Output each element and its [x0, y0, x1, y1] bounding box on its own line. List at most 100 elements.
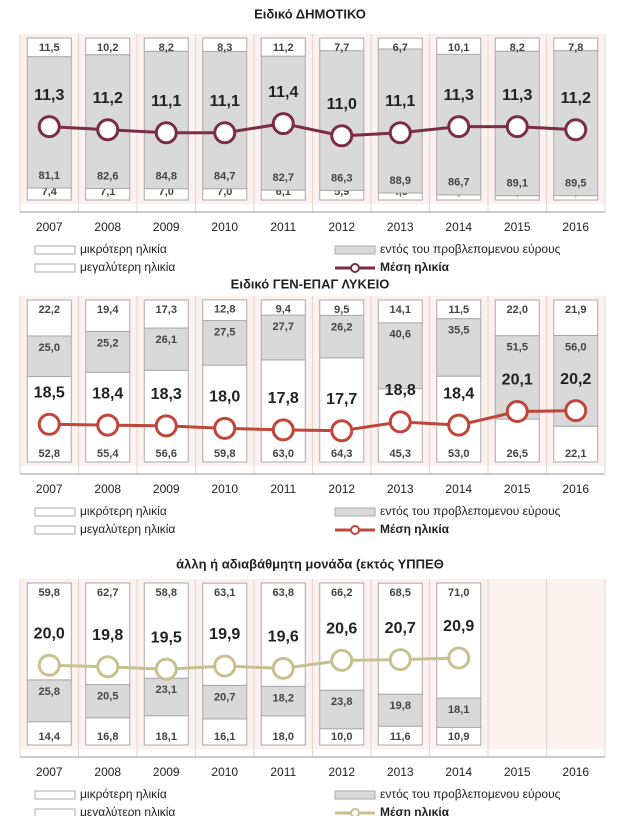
legend-label: Μέση ηλικία	[380, 522, 450, 536]
bar-segment	[494, 299, 540, 337]
bar-segment	[26, 335, 72, 377]
mean-marker	[330, 648, 354, 672]
chart-title: άλλη ή αδιαβάθμητη μονάδα (εκτός ΥΠΠΕΘ	[176, 556, 444, 571]
legend-label: εντός του προβλεπομενου εύρους	[380, 787, 561, 801]
data-label: 22,1	[565, 448, 586, 460]
data-label: 68,5	[390, 587, 411, 599]
data-label: 58,8	[156, 587, 177, 599]
mean-label: 11,3	[502, 87, 532, 104]
legend-swatch	[350, 263, 360, 273]
mean-label: 20,6	[326, 621, 357, 638]
mean-marker	[154, 657, 178, 681]
mean-marker	[154, 414, 178, 438]
bar-segment	[202, 320, 248, 366]
data-label: 63,8	[273, 587, 294, 599]
legend-label: μεγαλύτερη ηλικία	[80, 260, 175, 274]
legend-label: μικρότερη ηλικία	[80, 242, 167, 256]
bar-segment	[260, 299, 306, 316]
x-tick-label: 2012	[328, 765, 355, 779]
bar-segment	[436, 697, 482, 728]
mean-label: 11,0	[327, 96, 357, 113]
bar-segment	[143, 37, 189, 52]
mean-label: 11,2	[93, 90, 123, 107]
data-label: 59,8	[214, 448, 235, 460]
data-label: 10,1	[448, 42, 469, 54]
data-label: 21,9	[565, 304, 586, 316]
data-label: 82,6	[97, 170, 118, 182]
data-label: 18,1	[156, 731, 177, 743]
data-label: 11,5	[39, 42, 60, 54]
data-label: 16,1	[214, 731, 235, 743]
bar-segment	[26, 299, 72, 337]
data-label: 63,1	[214, 587, 235, 599]
bar-segment	[202, 299, 248, 322]
bar-segment	[319, 357, 365, 463]
data-label: 18,2	[273, 692, 294, 704]
data-label: 86,7	[448, 177, 469, 189]
data-label: 9,4	[276, 304, 292, 316]
legend-swatch	[34, 263, 76, 273]
data-label: 64,3	[331, 448, 352, 460]
x-tick-label: 2007	[36, 482, 63, 496]
bar-segment	[202, 50, 248, 190]
chart-title: Ειδικό ΓΕΝ-ΕΠΑΓ ΛΥΚΕΙΟ	[231, 276, 390, 291]
bar-segment	[377, 322, 423, 390]
bar-segment	[85, 37, 131, 56]
mean-label: 17,7	[326, 391, 357, 408]
bar-segment	[319, 314, 365, 359]
data-label: 19,8	[390, 700, 411, 712]
data-label: 22,0	[507, 304, 528, 316]
legend-swatch	[334, 245, 376, 255]
data-label: 8,2	[159, 42, 174, 54]
bar-segment	[143, 327, 189, 371]
data-label: 25,0	[39, 342, 60, 354]
legend-swatch	[34, 808, 76, 816]
bar-segment	[494, 37, 540, 52]
data-label: 6,7	[393, 42, 408, 54]
mean-marker	[447, 646, 471, 670]
legend-swatch	[350, 808, 360, 816]
data-label: 27,7	[273, 321, 294, 333]
data-label: 81,1	[39, 170, 60, 182]
mean-label: 18,5	[34, 385, 65, 402]
data-label: 17,3	[156, 304, 177, 316]
data-label: 14,1	[390, 304, 411, 316]
data-label: 63,0	[273, 448, 294, 460]
x-tick-label: 2008	[94, 220, 121, 234]
x-tick-label: 2016	[562, 765, 589, 779]
mean-label: 11,1	[385, 93, 415, 110]
bar-segment	[143, 715, 189, 746]
data-label: 71,0	[448, 587, 469, 599]
data-label: 89,5	[565, 178, 586, 190]
x-tick-label: 2010	[211, 482, 238, 496]
mean-marker	[388, 648, 412, 672]
bar-segment	[553, 425, 599, 463]
mean-marker	[96, 413, 120, 437]
mean-label: 20,0	[34, 625, 65, 642]
bar-segment	[436, 37, 482, 55]
data-label: 66,2	[331, 587, 352, 599]
x-tick-label: 2013	[387, 482, 414, 496]
x-tick-label: 2008	[94, 482, 121, 496]
x-tick-label: 2016	[562, 220, 589, 234]
bar-segment	[377, 37, 423, 50]
bar-segment	[260, 715, 306, 746]
bar-segment	[202, 364, 248, 463]
data-label: 19,4	[97, 304, 119, 316]
data-label: 40,6	[390, 329, 411, 341]
legend-label: μεγαλύτερη ηλικία	[80, 805, 175, 816]
legend-label: Μέση ηλικία	[380, 805, 450, 816]
data-label: 18,0	[273, 731, 294, 743]
legend-label: εντός του προβλεπομενου εύρους	[380, 242, 561, 256]
legend-swatch	[350, 525, 360, 535]
mean-label: 11,1	[151, 93, 181, 110]
data-label: 88,9	[390, 175, 411, 187]
x-tick-label: 2016	[562, 482, 589, 496]
data-label: 12,8	[214, 304, 235, 316]
data-label: 7,4	[42, 186, 58, 198]
mean-marker	[96, 655, 120, 679]
data-label: 26,1	[156, 334, 177, 346]
data-label: 7,7	[334, 42, 349, 54]
bar-segment	[85, 299, 131, 332]
data-label: 56,6	[156, 448, 177, 460]
